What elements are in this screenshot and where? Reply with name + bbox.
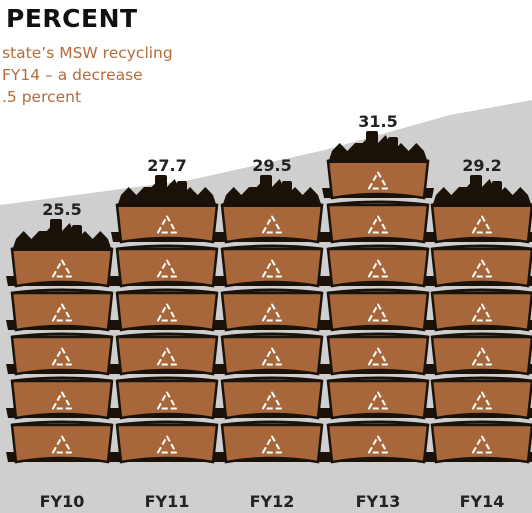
annotation-line-2: FY14 – a decrease xyxy=(2,66,143,84)
recyclables-pile-icon xyxy=(222,175,322,207)
bar-stack-fy10 xyxy=(6,219,118,464)
bar-stack-fy14 xyxy=(426,175,532,464)
recyclables-pile-icon xyxy=(432,175,532,207)
value-label-fy13: 31.5 xyxy=(358,112,397,131)
annotation-line-3: .5 percent xyxy=(2,88,82,106)
value-label-fy11: 27.7 xyxy=(147,156,186,175)
category-label-fy14: FY14 xyxy=(460,492,505,511)
bar-stack-fy13 xyxy=(322,131,434,464)
bar-stack-fy11 xyxy=(111,175,223,464)
category-label-fy11: FY11 xyxy=(145,492,190,511)
category-label-fy12: FY12 xyxy=(250,492,295,511)
category-label-fy10: FY10 xyxy=(40,492,85,511)
annotation-line-1: state’s MSW recycling xyxy=(2,44,173,62)
value-label-fy14: 29.2 xyxy=(462,156,501,175)
chart-title: PERCENT xyxy=(6,4,138,33)
category-label-fy13: FY13 xyxy=(356,492,401,511)
value-label-fy10: 25.5 xyxy=(42,200,81,219)
value-label-fy12: 29.5 xyxy=(252,156,291,175)
recyclables-pile-icon xyxy=(117,175,217,207)
bar-stack-fy12 xyxy=(216,175,328,464)
recyclables-pile-icon xyxy=(12,219,112,251)
recyclables-pile-icon xyxy=(328,131,428,163)
annotation-text: state’s MSW recycling FY14 – a decrease … xyxy=(2,42,173,108)
